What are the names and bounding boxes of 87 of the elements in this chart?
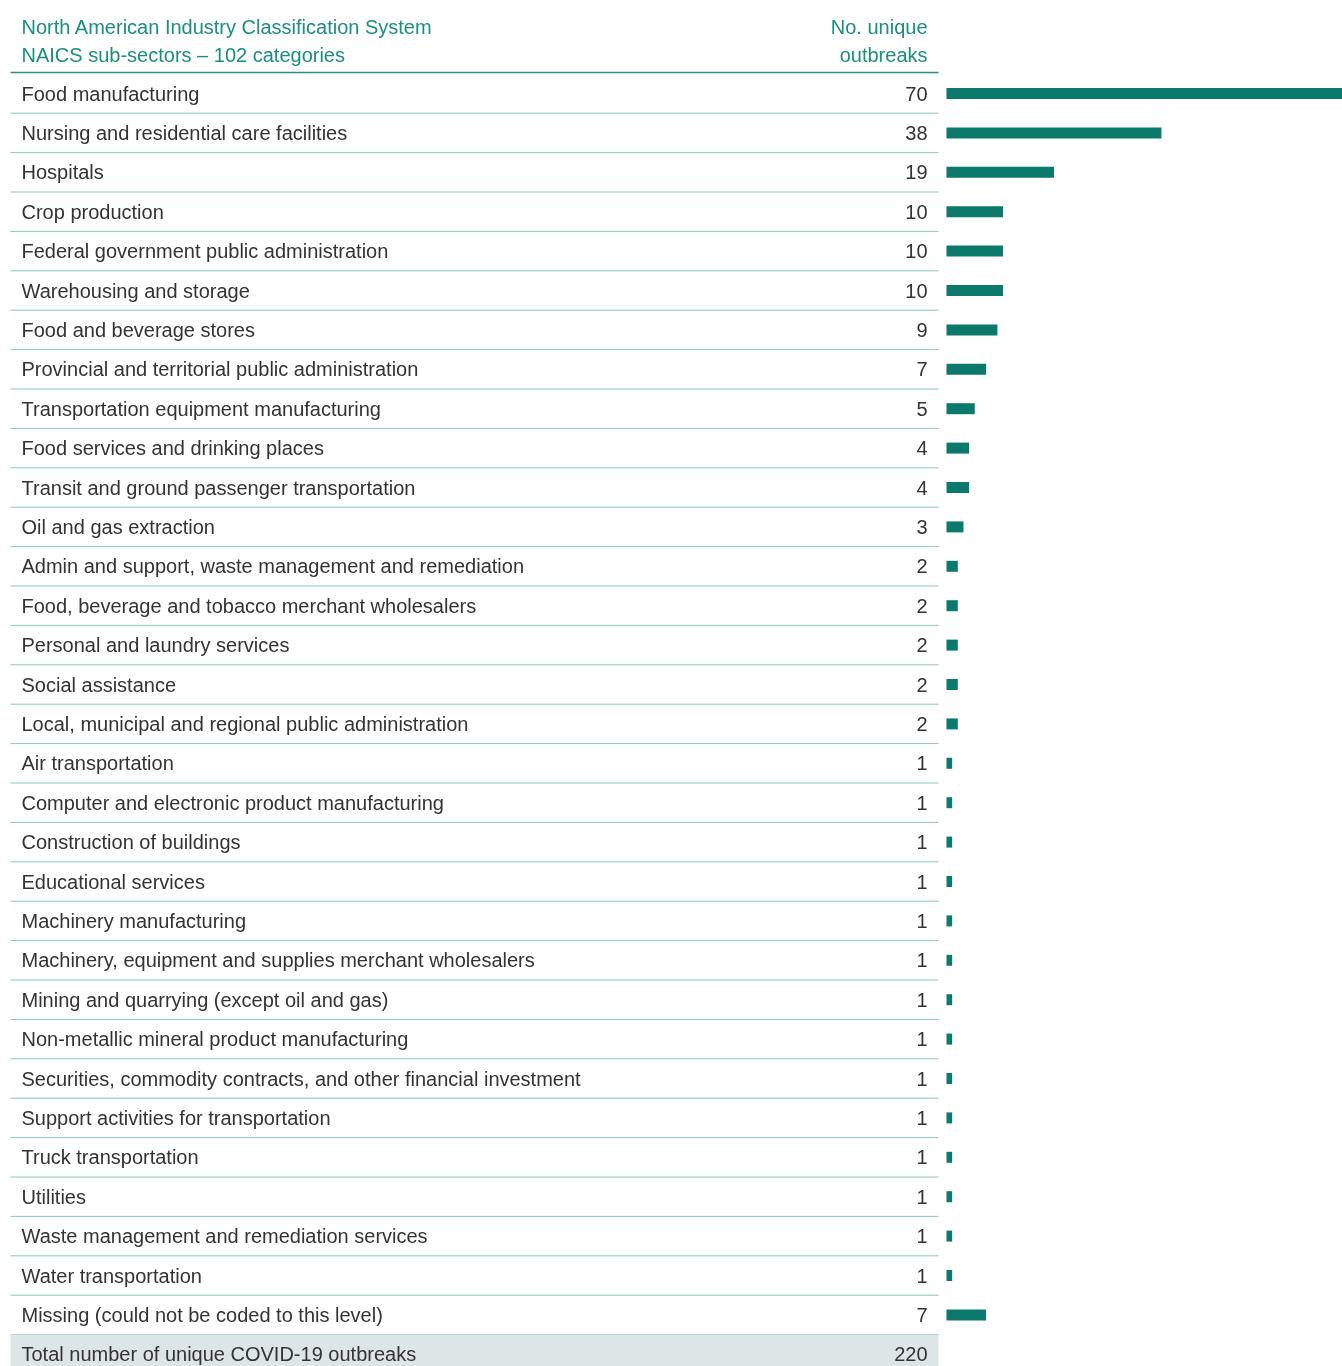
- y-tick-label: Support activities for transportation: [21, 1106, 331, 1129]
- text: 220: [894, 1343, 928, 1366]
- data-label: 1: [916, 949, 928, 972]
- bar: [946, 1309, 987, 1321]
- data-label: 2: [916, 673, 928, 696]
- data-label: 1: [916, 988, 928, 1011]
- bar: [946, 718, 958, 730]
- y-tick-label: Federal government public administration: [21, 240, 389, 263]
- y-tick-label: Food manufacturing: [21, 82, 200, 105]
- bar: [946, 166, 1054, 178]
- y-tick-label: Warehousing and storage: [21, 279, 250, 302]
- bar: [946, 285, 1004, 296]
- data-label: 1: [916, 831, 928, 854]
- data-label: 1: [916, 1225, 928, 1248]
- y-tick-label: Air transportation: [21, 752, 174, 775]
- y-tick-label: Educational services: [21, 870, 205, 893]
- y-tick-label: Water transportation: [21, 1264, 202, 1287]
- data-label: 1: [916, 1067, 928, 1090]
- bar: [946, 206, 1004, 218]
- data-label: 1: [916, 1185, 928, 1208]
- y-tick-label: Mining and quarrying (except oil and gas): [21, 988, 389, 1011]
- y-tick-label: Provincial and territorial public administration: [21, 358, 419, 381]
- data-label: 1: [916, 1146, 928, 1169]
- y-tick-label: Food services and drinking places: [21, 437, 324, 460]
- data-label: 7: [916, 358, 928, 381]
- bar: [946, 324, 998, 336]
- y-tick-label: Transportation equipment manufacturing: [21, 397, 381, 420]
- bar: [946, 560, 958, 572]
- y-tick-label: Social assistance: [21, 673, 177, 696]
- y-tick-label: Food, beverage and tobacco merchant wholesalers: [21, 594, 477, 617]
- y-tick-label: Utilities: [21, 1185, 86, 1208]
- data-label: 1: [916, 791, 928, 814]
- data-label: 38: [905, 121, 928, 144]
- y-tick-label: Securities, commodity contracts, and other financial investment: [21, 1067, 582, 1090]
- data-label: 10: [905, 240, 928, 263]
- y-tick-label: Hospitals: [21, 161, 104, 184]
- bar: [946, 363, 987, 375]
- data-label: 10: [905, 279, 928, 302]
- data-label: 5: [916, 397, 928, 420]
- y-tick-label: Computer and electronic product manufacturing: [21, 791, 444, 814]
- y-tick-label: Crop production: [21, 200, 164, 223]
- bar: [946, 245, 1004, 257]
- data-label: 1: [916, 870, 928, 893]
- y-tick-label: Nursing and residential care facilities: [21, 121, 348, 144]
- y-tick-label: Construction of buildings: [21, 831, 241, 854]
- text: NAICS sub-sectors – 102 categories: [21, 43, 345, 66]
- bar: [946, 403, 975, 415]
- y-tick-label: Non-metallic mineral product manufacturing: [21, 1028, 409, 1051]
- data-label: 1: [916, 1264, 928, 1287]
- y-tick-label: Personal and laundry services: [21, 634, 290, 657]
- y-tick-label: Waste management and remediation services: [21, 1225, 428, 1248]
- y-tick-label: Admin and support, waste management and remediation: [21, 555, 525, 578]
- data-label: 2: [916, 634, 928, 657]
- data-label: 7: [916, 1303, 928, 1326]
- bar: [946, 639, 958, 651]
- data-label: 2: [916, 594, 928, 617]
- data-label: 10: [905, 200, 928, 223]
- data-label: 3: [916, 515, 928, 538]
- bar: [946, 442, 970, 454]
- data-label: 19: [905, 161, 928, 184]
- data-label: 1: [916, 752, 928, 775]
- bar: [946, 521, 964, 533]
- data-label: 1: [916, 909, 928, 932]
- data-label: 4: [916, 437, 928, 460]
- bar: [946, 88, 1342, 99]
- y-tick-label: Truck transportation: [21, 1146, 199, 1169]
- data-label: 4: [916, 476, 928, 499]
- y-tick-label: Missing (could not be coded to this level): [21, 1303, 383, 1326]
- data-label: 2: [916, 555, 928, 578]
- data-label: 9: [916, 318, 928, 341]
- bar: [946, 127, 1162, 139]
- bar: [946, 600, 958, 612]
- y-tick-label: Local, municipal and regional public administration: [21, 712, 469, 735]
- y-tick-label: Transit and ground passenger transportation: [21, 476, 416, 499]
- y-tick-label: Machinery, equipment and supplies merchant wholesalers: [21, 949, 535, 972]
- data-label: 1: [916, 1106, 928, 1129]
- data-label: 70: [905, 82, 928, 105]
- y-tick-label: Food and beverage stores: [21, 318, 255, 341]
- text: Total number of unique COVID-19 outbreaks: [21, 1343, 417, 1366]
- y-tick-label: Machinery manufacturing: [21, 909, 247, 932]
- bar: [946, 482, 970, 493]
- text: North American Industry Classification System: [21, 15, 432, 38]
- data-label: 2: [916, 712, 928, 735]
- y-tick-label: Oil and gas extraction: [21, 515, 215, 538]
- data-label: 1: [916, 1028, 928, 1051]
- bar: [946, 679, 958, 690]
- x-axis-title: No. unique outbreaks: [830, 15, 928, 66]
